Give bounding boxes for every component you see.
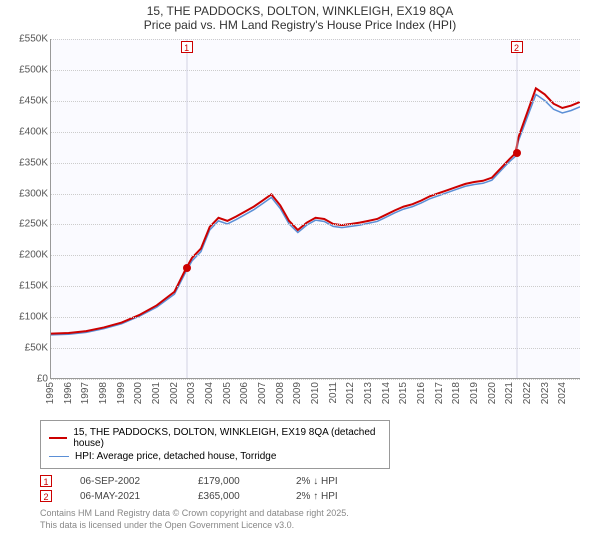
x-axis-label: 1999 [116, 382, 127, 404]
y-axis-label: £150K [8, 281, 48, 292]
legend-swatch [49, 456, 69, 458]
plot-region: 12 [50, 39, 580, 379]
footer-line2: This data is licensed under the Open Gov… [40, 520, 600, 532]
x-axis-label: 2021 [504, 382, 515, 404]
x-axis-label: 2007 [257, 382, 268, 404]
transaction-row: 2 06-MAY-2021 £365,000 2% ↑ HPI [40, 490, 600, 502]
transaction-marker: 1 [40, 475, 52, 487]
sale-marker-band [516, 39, 518, 378]
gridline-h [51, 286, 580, 287]
x-axis-label: 2023 [540, 382, 551, 404]
gridline-h [51, 224, 580, 225]
sale-marker-box: 1 [181, 41, 193, 53]
y-axis-label: £50K [8, 343, 48, 354]
line-series-svg [51, 39, 580, 378]
x-axis-label: 2011 [328, 382, 339, 404]
x-axis-label: 2018 [451, 382, 462, 404]
x-axis-label: 1997 [80, 382, 91, 404]
x-axis-label: 2000 [133, 382, 144, 404]
transaction-table: 1 06-SEP-2002 £179,000 2% ↓ HPI 2 06-MAY-2021… [40, 475, 600, 502]
x-axis-label: 2006 [239, 382, 250, 404]
x-axis-label: 1995 [45, 382, 56, 404]
x-axis-label: 2001 [151, 382, 162, 404]
gridline-h [51, 132, 580, 133]
x-axis-label: 2008 [275, 382, 286, 404]
gridline-h [51, 317, 580, 318]
footer-line1: Contains HM Land Registry data © Crown c… [40, 508, 600, 520]
x-axis-label: 2003 [186, 382, 197, 404]
chart-title-block: 15, THE PADDOCKS, DOLTON, WINKLEIGH, EX1… [0, 0, 600, 34]
transaction-row: 1 06-SEP-2002 £179,000 2% ↓ HPI [40, 475, 600, 487]
y-axis-label: £300K [8, 188, 48, 199]
y-axis-label: £100K [8, 312, 48, 323]
legend-label: 15, THE PADDOCKS, DOLTON, WINKLEIGH, EX1… [73, 427, 381, 449]
sale-marker-band [186, 39, 188, 378]
gridline-h [51, 194, 580, 195]
sale-dot [513, 149, 521, 157]
transaction-delta: 2% ↑ HPI [296, 491, 338, 502]
x-axis-label: 2022 [522, 382, 533, 404]
x-axis-label: 2017 [434, 382, 445, 404]
transaction-marker: 2 [40, 490, 52, 502]
y-axis-label: £500K [8, 64, 48, 75]
gridline-h [51, 39, 580, 40]
legend-label: HPI: Average price, detached house, Torr… [75, 451, 276, 462]
x-axis-label: 2002 [169, 382, 180, 404]
series-line-price_paid [51, 88, 580, 333]
x-axis-label: 2019 [469, 382, 480, 404]
title-line1: 15, THE PADDOCKS, DOLTON, WINKLEIGH, EX1… [0, 4, 600, 18]
y-axis-label: £550K [8, 34, 48, 45]
transaction-date: 06-SEP-2002 [80, 476, 170, 487]
x-axis-label: 2020 [487, 382, 498, 404]
gridline-h [51, 101, 580, 102]
series-line-hpi [51, 94, 580, 334]
y-axis-label: £200K [8, 250, 48, 261]
y-axis-label: £450K [8, 95, 48, 106]
sale-marker-box: 2 [511, 41, 523, 53]
gridline-h [51, 348, 580, 349]
x-axis-label: 2024 [557, 382, 568, 404]
y-axis-label: £250K [8, 219, 48, 230]
y-axis-label: £350K [8, 157, 48, 168]
title-line2: Price paid vs. HM Land Registry's House … [0, 18, 600, 32]
x-axis-label: 2009 [292, 382, 303, 404]
chart-area: 12 £0£50K£100K£150K£200K£250K£300K£350K£… [10, 34, 590, 414]
transaction-date: 06-MAY-2021 [80, 491, 170, 502]
sale-dot [183, 264, 191, 272]
gridline-h [51, 70, 580, 71]
x-axis-label: 1996 [63, 382, 74, 404]
transaction-delta: 2% ↓ HPI [296, 476, 338, 487]
legend-swatch [49, 437, 67, 439]
x-axis-label: 2004 [204, 382, 215, 404]
y-axis-label: £0 [8, 374, 48, 385]
x-axis-label: 2010 [310, 382, 321, 404]
footer-attribution: Contains HM Land Registry data © Crown c… [40, 508, 600, 531]
x-axis-label: 1998 [98, 382, 109, 404]
x-axis-label: 2005 [222, 382, 233, 404]
legend-row: 15, THE PADDOCKS, DOLTON, WINKLEIGH, EX1… [49, 427, 381, 449]
gridline-h [51, 163, 580, 164]
x-axis-label: 2013 [363, 382, 374, 404]
x-axis-label: 2012 [345, 382, 356, 404]
gridline-h [51, 255, 580, 256]
x-axis-label: 2014 [381, 382, 392, 404]
legend-row: HPI: Average price, detached house, Torr… [49, 451, 381, 462]
transaction-price: £365,000 [198, 491, 268, 502]
y-axis-label: £400K [8, 126, 48, 137]
x-axis-label: 2015 [398, 382, 409, 404]
legend: 15, THE PADDOCKS, DOLTON, WINKLEIGH, EX1… [40, 420, 390, 469]
transaction-price: £179,000 [198, 476, 268, 487]
x-axis-label: 2016 [416, 382, 427, 404]
gridline-h [51, 379, 580, 380]
